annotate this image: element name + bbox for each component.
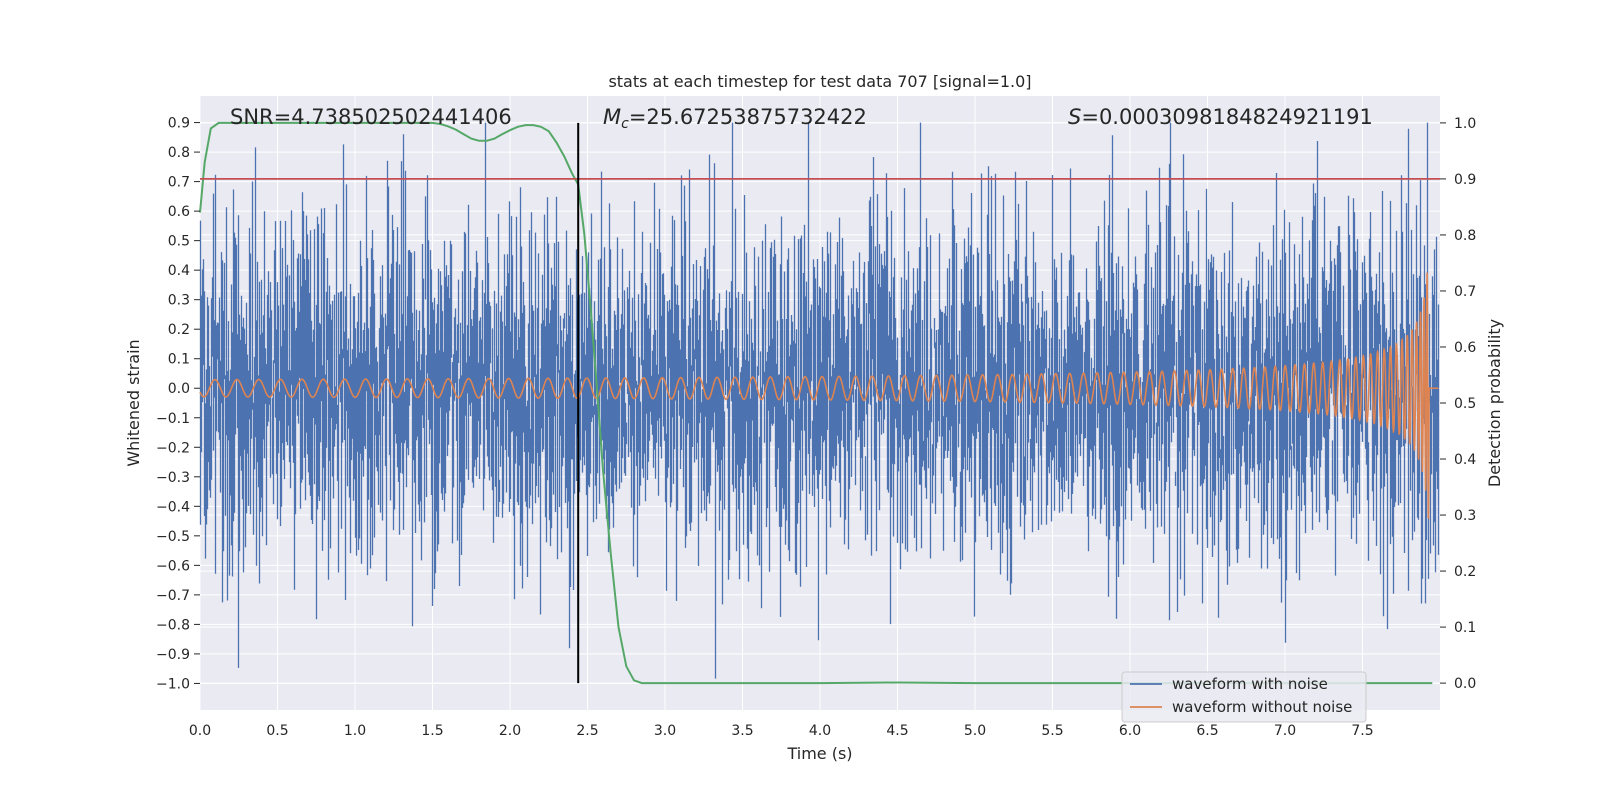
y-tick-label: −0.8: [156, 617, 190, 633]
y2-tick-label: 0.0: [1454, 676, 1476, 692]
y2-tick-label: 0.6: [1454, 340, 1476, 356]
x-tick-label: 3.0: [654, 723, 676, 739]
y-tick-label: 0.2: [168, 322, 190, 338]
y-tick-label: 0.9: [168, 116, 190, 132]
legend-box: [1121, 671, 1367, 723]
axis-ticks: 0.0 0.5 1.0 1.5 2.0 2.5 3.0 3.5 4.0 4.5 5.0 5.5 6.0 6…: [156, 116, 1476, 739]
x-tick-label: 1.0: [344, 723, 366, 739]
clean-waveform-line: [199, 272, 1439, 520]
y2-tick-label: 0.2: [1454, 564, 1476, 580]
x-tick-label: 2.5: [576, 723, 598, 739]
legend-label-clean: waveform without noise: [1172, 698, 1352, 716]
x-tick-label: 6.5: [1196, 723, 1218, 739]
y-tick-label: −0.7: [156, 588, 190, 604]
legend-label-noise: waveform with noise: [1172, 675, 1328, 693]
x-tick-label: 5.0: [964, 723, 986, 739]
y-tick-label: −0.4: [156, 499, 190, 515]
series-waveform-without-noise: [199, 272, 1439, 520]
y-tick-label: 0.7: [168, 175, 190, 191]
x-tick-label: 6.0: [1119, 723, 1141, 739]
y2-tick-label: 0.9: [1454, 172, 1476, 188]
series-detection-probability: [199, 121, 1433, 685]
y-tick-label: 0.8: [168, 145, 190, 161]
reference-lines: [200, 122, 1440, 684]
y-tick-label: 0.1: [168, 352, 190, 368]
x-tick-label: 0.0: [189, 723, 211, 739]
x-tick-label: 2.0: [499, 723, 521, 739]
y-tick-label: −0.2: [156, 440, 190, 456]
x-tick-label: 1.5: [421, 723, 443, 739]
y-tick-label: 0.5: [168, 234, 190, 250]
x-tick-label: 3.5: [731, 723, 753, 739]
noisy-waveform-line: [199, 122, 1440, 679]
series-waveform-with-noise: [199, 122, 1440, 679]
y-tick-label: −0.1: [156, 411, 190, 427]
y-tick-label: 0.3: [168, 293, 190, 309]
y-tick-label: 0.6: [168, 204, 190, 220]
y2-axis-label: Detection probability: [1485, 319, 1504, 487]
y-tick-label: 0.0: [168, 381, 190, 397]
y-tick-label: −0.9: [156, 647, 190, 663]
y-tick-label: −1.0: [156, 676, 190, 692]
y2-tick-label: 0.5: [1454, 396, 1476, 412]
y2-tick-label: 0.4: [1454, 452, 1476, 468]
y-tick-label: 0.4: [168, 263, 190, 279]
x-axis-label: Time (s): [786, 744, 852, 763]
x-tick-label: 4.0: [809, 723, 831, 739]
y2-tick-label: 0.7: [1454, 284, 1476, 300]
snr-annotation: SNR=4.738502502441406: [230, 105, 512, 129]
x-tick-label: 0.5: [266, 723, 288, 739]
x-tick-label: 7.0: [1274, 723, 1296, 739]
y-tick-label: −0.6: [156, 558, 190, 574]
chart-title: stats at each timestep for test data 707…: [608, 72, 1031, 91]
y-tick-label: −0.5: [156, 529, 190, 545]
chirp-mass-annotation: Mc=25.67253875732422: [603, 105, 867, 132]
legend: waveform with noise waveform without noi…: [1121, 671, 1367, 723]
y2-tick-label: 1.0: [1454, 116, 1476, 132]
y-tick-label: −0.3: [156, 470, 190, 486]
y2-tick-label: 0.1: [1454, 620, 1476, 636]
x-tick-label: 7.5: [1351, 723, 1373, 739]
x-tick-label: 4.5: [886, 723, 908, 739]
y2-tick-label: 0.3: [1454, 508, 1476, 524]
y2-tick-label: 0.8: [1454, 228, 1476, 244]
s-annotation: S=0.0003098184824921191: [1068, 105, 1373, 129]
x-tick-label: 5.5: [1041, 723, 1063, 739]
probability-line: [199, 121, 1433, 685]
y-axis-label: Whitened strain: [124, 339, 143, 466]
